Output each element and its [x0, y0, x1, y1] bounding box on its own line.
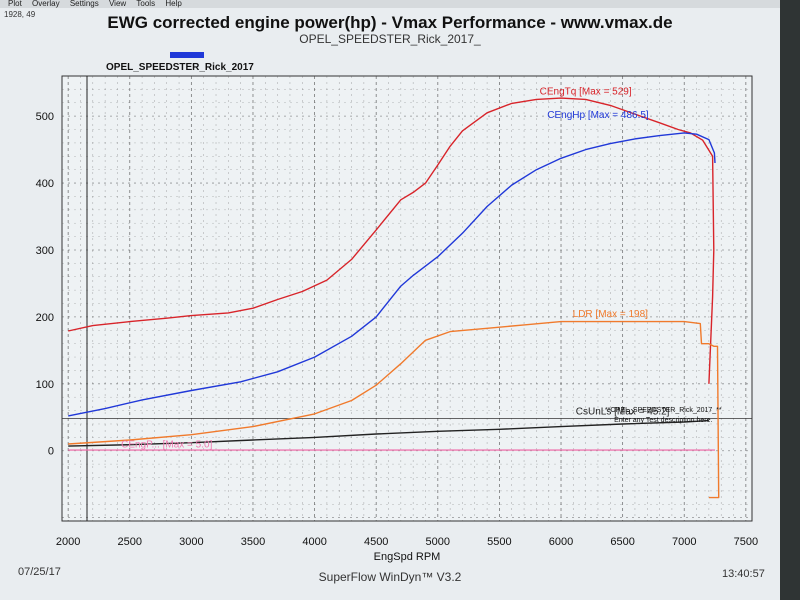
- y-tick-label: 500: [36, 111, 54, 123]
- series-annotation-cenghp: CEngHp [Max = 486.5]: [547, 110, 649, 121]
- menu-view[interactable]: View: [108, 0, 127, 8]
- app-footer: SuperFlow WinDyn™ V3.2: [318, 570, 462, 584]
- x-tick-label: 5000: [426, 536, 450, 548]
- y-tick-label: 200: [36, 312, 54, 324]
- time-stamp: 13:40:57: [722, 568, 765, 580]
- series-annotation-pink: CEngP... [Max = 5.0]: [121, 439, 212, 450]
- series-line-cenghp: [68, 132, 716, 417]
- series-annotation-ldr: LDR [Max = 198]: [573, 309, 649, 320]
- series-line-ldr: [68, 320, 720, 499]
- x-axis-label: EngSpd RPM: [374, 551, 441, 563]
- y-tick-label: 400: [36, 178, 54, 190]
- date-stamp: 07/25/17: [18, 566, 61, 578]
- legend-swatch: [170, 52, 204, 58]
- menu-tools[interactable]: Tools: [136, 0, 156, 8]
- series-annotation-cengtq: CEngTq [Max = 529]: [540, 87, 632, 98]
- test-name-note: **OPEL_SPEEDSTER_Rick_2017_**: [605, 407, 722, 414]
- x-tick-label: 7500: [734, 536, 758, 548]
- x-tick-label: 2500: [118, 536, 142, 548]
- series-line-csunls: [68, 419, 709, 447]
- x-tick-label: 5500: [487, 536, 511, 548]
- y-tick-label: 0: [48, 446, 54, 458]
- menu-help[interactable]: Help: [165, 0, 182, 8]
- menu-overlay[interactable]: Overlay: [32, 0, 60, 8]
- x-tick-label: 4500: [364, 536, 388, 548]
- x-tick-label: 3000: [179, 536, 203, 548]
- menu-settings[interactable]: Settings: [69, 0, 99, 8]
- legend-label: OPEL_SPEEDSTER_Rick_2017: [106, 62, 254, 73]
- cursor-coordinates: 1928, 49: [4, 10, 36, 19]
- x-tick-label: 3500: [241, 536, 265, 548]
- plot-area: [61, 75, 753, 522]
- x-tick-label: 7000: [672, 536, 696, 548]
- x-tick-label: 2000: [56, 536, 80, 548]
- y-tick-label: 300: [36, 245, 54, 257]
- x-tick-label: 6500: [610, 536, 634, 548]
- test-description-note: Enter any Test description here.: [614, 417, 712, 424]
- x-tick-label: 6000: [549, 536, 573, 548]
- window-edge: [780, 0, 800, 600]
- engine-power-chart: 0 100 200 300 400 500 2000 2500 3000 3500 4000 4500…: [36, 75, 758, 563]
- chart-title: EWG corrected engine power(hp) - Vmax Pe…: [107, 13, 673, 32]
- series-annotation-csunls: CsUnLs [Max = 45.2]: [576, 407, 670, 418]
- y-tick-label: 100: [36, 379, 54, 391]
- x-tick-label: 4000: [302, 536, 326, 548]
- series-line-cengtq: [68, 97, 715, 384]
- menu-bar: Plot Overlay Settings View Tools Help: [0, 0, 780, 8]
- menu-plot[interactable]: Plot: [8, 0, 22, 8]
- chart-subtitle: OPEL_SPEEDSTER_Rick_2017_: [299, 32, 481, 46]
